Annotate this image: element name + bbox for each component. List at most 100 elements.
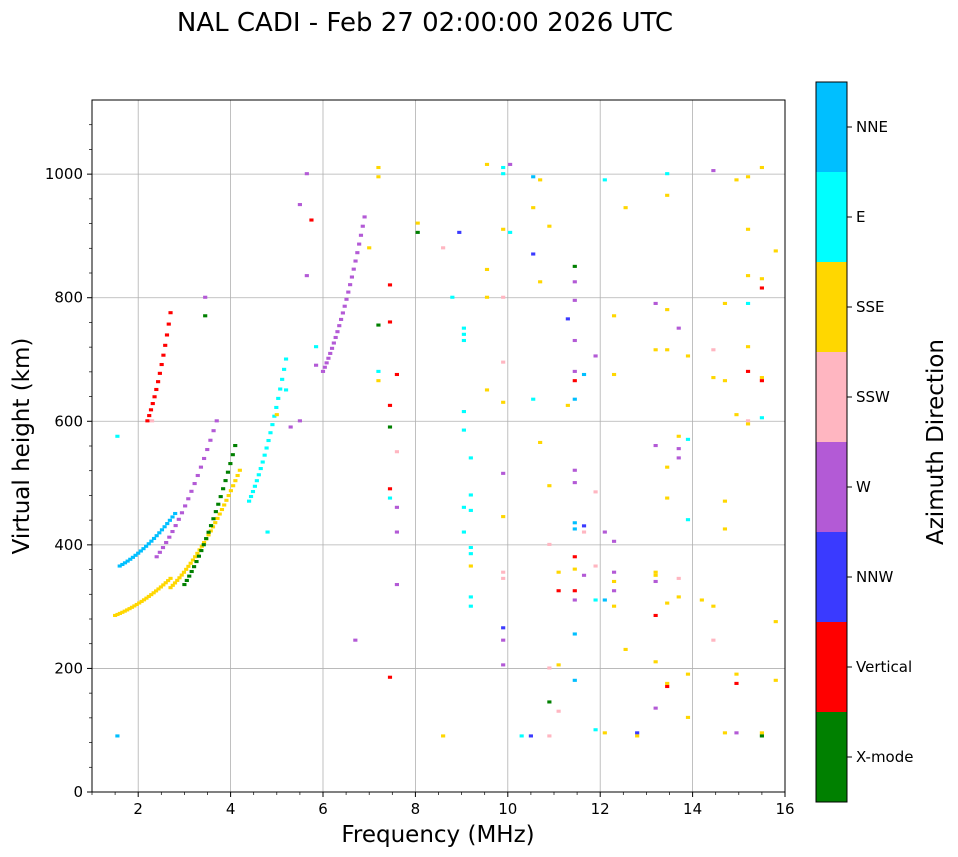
colorbar-segment xyxy=(816,712,847,802)
y-tick-label: 200 xyxy=(54,659,83,677)
data-point xyxy=(556,709,561,713)
data-point xyxy=(168,311,173,315)
data-point xyxy=(461,505,466,509)
data-point xyxy=(362,215,367,219)
data-point xyxy=(484,295,490,299)
data-point xyxy=(201,541,207,545)
data-point xyxy=(653,613,658,617)
data-point xyxy=(685,354,691,358)
data-point xyxy=(218,495,223,499)
data-point xyxy=(138,549,143,553)
y-tick-label: 800 xyxy=(54,289,83,307)
data-point xyxy=(547,666,552,670)
data-point xyxy=(283,388,289,392)
y-axis-label: Virtual height (km) xyxy=(9,338,35,555)
data-point xyxy=(685,518,691,522)
data-point xyxy=(581,524,587,528)
data-point xyxy=(611,314,617,318)
data-point xyxy=(211,429,216,433)
data-point xyxy=(201,543,206,547)
data-point xyxy=(133,553,138,557)
data-point xyxy=(531,397,536,401)
data-point xyxy=(265,530,270,534)
data-point xyxy=(230,453,235,457)
data-point xyxy=(120,610,125,614)
x-tick-label: 12 xyxy=(591,800,610,818)
data-point xyxy=(146,542,151,546)
data-point xyxy=(572,280,577,284)
data-point xyxy=(222,503,227,507)
data-point xyxy=(250,490,256,494)
data-point xyxy=(173,524,178,528)
data-point xyxy=(247,499,252,503)
data-point xyxy=(144,544,149,548)
data-point xyxy=(282,367,287,371)
data-point xyxy=(734,413,739,417)
data-point xyxy=(189,489,194,493)
x-tick-label: 2 xyxy=(133,800,143,818)
data-point xyxy=(190,558,195,562)
data-point xyxy=(342,304,347,308)
data-point xyxy=(572,632,577,636)
data-point xyxy=(759,416,764,420)
x-tick-label: 16 xyxy=(775,800,794,818)
data-point xyxy=(146,594,151,598)
colorbar-label-vertical: Vertical xyxy=(856,658,912,676)
data-point xyxy=(235,473,240,478)
colorbar-segment xyxy=(816,442,847,532)
data-point xyxy=(572,264,577,268)
data-point xyxy=(213,510,218,514)
data-point xyxy=(665,465,670,469)
colorbar-label-nnw: NNW xyxy=(856,568,893,586)
colorbar-segment xyxy=(816,172,847,262)
data-point xyxy=(297,419,302,423)
data-point xyxy=(722,731,728,735)
data-point xyxy=(653,579,658,584)
data-point xyxy=(711,376,716,380)
data-point xyxy=(745,227,751,231)
data-point xyxy=(556,589,561,593)
data-point xyxy=(228,462,233,466)
data-point xyxy=(206,530,211,534)
data-point xyxy=(324,361,329,365)
data-point xyxy=(745,345,751,349)
data-point xyxy=(204,537,209,541)
data-point xyxy=(186,564,191,568)
colorbar-segment xyxy=(816,532,847,622)
data-point xyxy=(132,604,137,608)
data-point xyxy=(170,583,175,587)
data-point xyxy=(335,330,340,334)
data-point xyxy=(745,369,751,373)
data-point xyxy=(189,569,194,574)
data-point xyxy=(278,387,283,391)
data-point xyxy=(194,560,199,564)
data-point xyxy=(572,397,577,401)
colorbar-label-nne: NNE xyxy=(856,118,888,136)
data-point xyxy=(177,576,182,580)
data-point xyxy=(468,564,473,568)
data-point xyxy=(213,521,218,525)
data-point xyxy=(128,557,133,561)
data-point xyxy=(759,286,764,290)
data-point xyxy=(233,479,238,483)
data-point xyxy=(461,332,466,336)
y-tick-label: 1000 xyxy=(45,165,83,183)
data-point xyxy=(501,626,506,630)
data-point xyxy=(711,348,716,352)
data-point xyxy=(333,335,338,340)
data-point xyxy=(276,396,281,400)
data-point xyxy=(653,301,658,305)
data-point xyxy=(326,356,331,360)
data-point xyxy=(154,387,159,392)
data-point xyxy=(468,552,473,556)
data-point xyxy=(676,326,681,330)
data-point xyxy=(206,533,211,537)
data-point xyxy=(665,496,670,500)
data-point xyxy=(170,515,175,519)
colorbar-segment xyxy=(816,352,847,442)
data-point xyxy=(572,598,577,602)
data-point xyxy=(358,233,364,237)
data-point xyxy=(528,734,533,738)
data-point xyxy=(484,162,490,166)
data-point xyxy=(120,562,125,567)
